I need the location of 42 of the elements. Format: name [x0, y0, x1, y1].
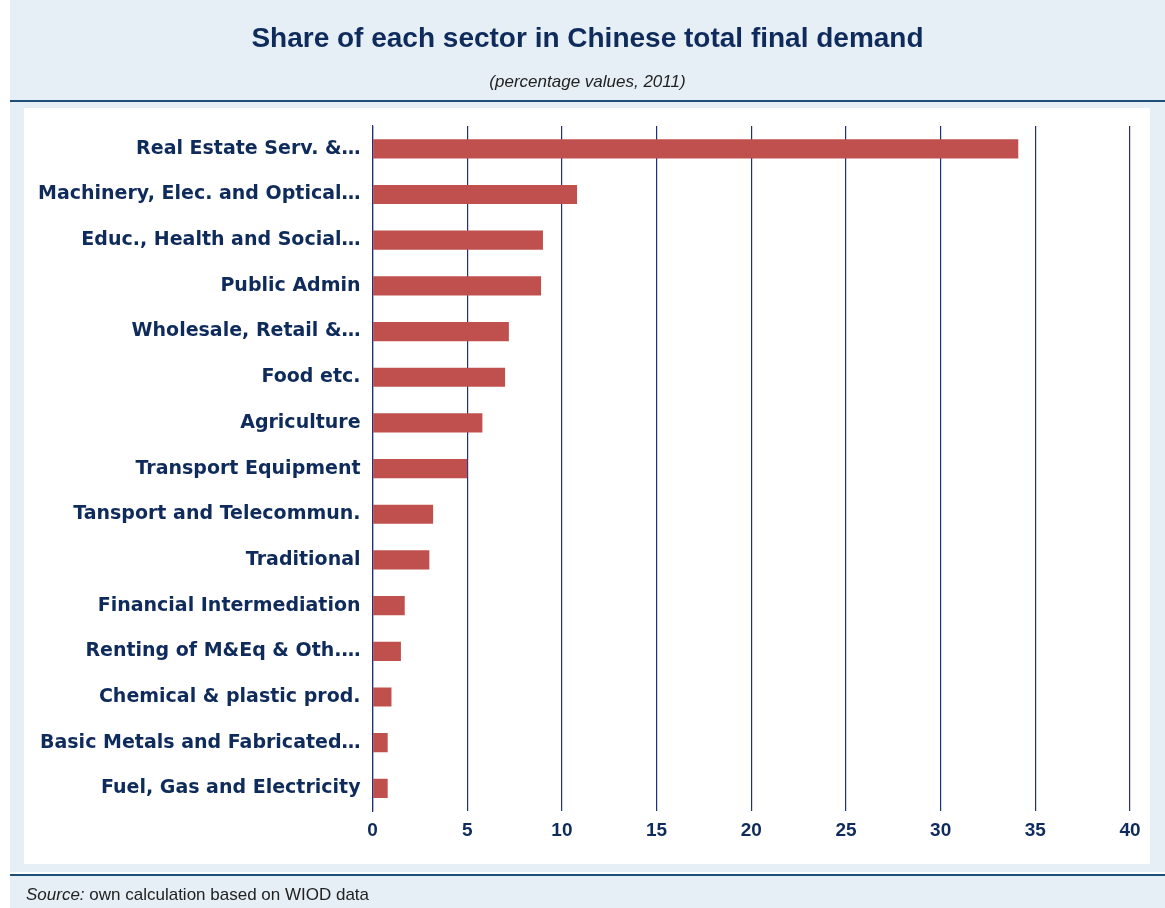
bar: [373, 139, 1019, 159]
y-tick-label: Tansport and Telecommun.: [73, 501, 361, 524]
y-tick-label: Chemical & plastic prod.: [98, 683, 361, 706]
x-tick-label: 0: [367, 818, 378, 840]
x-tick-label: 25: [835, 818, 857, 840]
y-tick-label: Financial Intermediation: [97, 592, 361, 615]
y-tick-label: Basic Metals and Fabricated…: [40, 729, 361, 752]
bar: [373, 230, 543, 250]
bar: [373, 504, 434, 524]
y-tick-label: Fuel, Gas and Electricity: [100, 775, 362, 798]
bar: [373, 687, 392, 707]
bar: [373, 413, 483, 433]
bar: [373, 459, 468, 479]
y-tick-label: Transport Equipment: [135, 455, 361, 478]
x-tick-label: 15: [646, 818, 668, 840]
y-tick-label: Traditional: [245, 546, 361, 569]
bar: [373, 367, 506, 387]
y-tick-label: Wholesale, Retail &…: [131, 318, 361, 341]
y-tick-label: Agriculture: [240, 409, 361, 432]
x-tick-label: 20: [740, 818, 762, 840]
bar: [373, 276, 542, 296]
bar: [373, 596, 405, 616]
chart-subtitle: (percentage values, 2011): [488, 72, 687, 92]
bar: [373, 778, 388, 798]
x-tick-label: 40: [1119, 818, 1141, 840]
y-tick-label: Food etc.: [261, 364, 361, 387]
chart-title: Share of each sector in Chinese total final demand: [250, 22, 925, 54]
x-tick-label: 35: [1024, 818, 1047, 840]
y-tick-label: Renting of M&Eq & Oth.…: [85, 638, 361, 661]
y-tick-label: Educ., Health and Social…: [81, 227, 361, 250]
y-tick-label: Machinery, Elec. and Optical…: [37, 181, 361, 204]
x-tick-label: 5: [461, 818, 473, 840]
bar: [373, 550, 430, 570]
x-tick-label: 10: [551, 818, 573, 840]
bar: [373, 733, 388, 753]
bar: [373, 184, 578, 205]
bar: [373, 641, 401, 661]
bar: [373, 321, 509, 342]
source-note: Source: own calculation based on WIOD data: [26, 885, 370, 905]
y-tick-label: Public Admin: [220, 272, 361, 295]
x-tick-label: 30: [930, 818, 952, 840]
y-tick-label: Real Estate Serv. &…: [136, 135, 361, 158]
